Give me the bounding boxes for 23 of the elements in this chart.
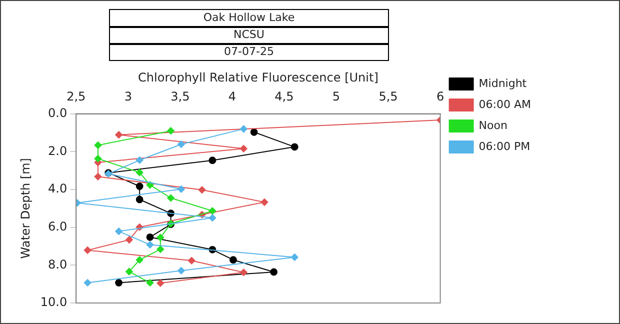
y-tick-label: 0.0 (48, 106, 68, 120)
y-tick-label: 2.0 (48, 144, 68, 158)
x-tick-label: 5 (332, 90, 340, 104)
legend-label: Noon (478, 118, 508, 132)
legend-label: Midnight (478, 76, 528, 90)
legend-label: 06:00 AM (478, 98, 532, 111)
text: 07-07-25 (109, 44, 389, 61)
x-tick-label: 5,5 (378, 90, 398, 104)
chart-subtitle: NCSU (109, 27, 389, 44)
legend-label: 06:00 PM (478, 140, 530, 153)
chart-title: Oak Hollow Lake (109, 9, 389, 27)
x-tick-label: 2,5 (66, 90, 86, 104)
y-tick-label: 8.0 (48, 257, 68, 272)
y-tick-label: 10.0 (40, 295, 68, 310)
y-tick-label: 6.0 (48, 219, 68, 234)
y-axis-title: Water Depth [m] (18, 158, 32, 259)
x-tick-label: 3 (124, 90, 132, 104)
x-tick-label: 3,5 (170, 90, 190, 104)
x-axis-title: Chlorophyll Relative Fluorescence [Unit] (138, 70, 378, 84)
x-tick-label: 6 (436, 90, 444, 104)
x-tick-label: 4,5 (274, 90, 294, 104)
y-tick-label: 4.0 (48, 182, 68, 196)
x-tick-label: 4 (228, 90, 236, 104)
